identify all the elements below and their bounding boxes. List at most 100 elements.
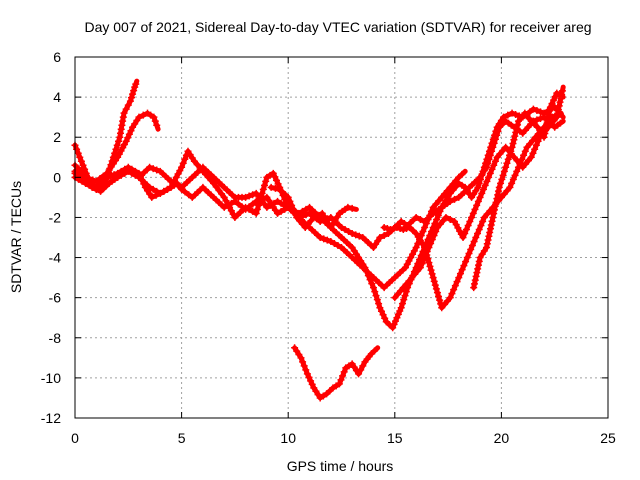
data-point-marker [529, 105, 537, 113]
data-point-marker [509, 175, 517, 183]
data-point-marker [422, 219, 430, 227]
data-point-marker [399, 225, 407, 233]
data-point-marker [541, 129, 549, 137]
data-point-marker [474, 265, 482, 273]
data-point-marker [418, 260, 426, 268]
data-point-marker [397, 304, 405, 312]
data-point-marker [486, 225, 494, 233]
data-point-marker [181, 188, 189, 196]
data-point-marker [490, 210, 498, 218]
data-point-marker [393, 223, 401, 231]
data-point-marker [533, 116, 541, 124]
data-point-marker [330, 240, 338, 248]
data-point-marker [482, 244, 490, 252]
data-point-marker [500, 113, 508, 121]
x-tick-label: 0 [71, 430, 79, 446]
data-point-marker [498, 175, 506, 183]
data-point-marker [440, 200, 448, 208]
data-point-marker [126, 97, 134, 105]
data-point-marker [486, 169, 494, 177]
x-tick-label: 10 [280, 430, 296, 446]
data-point-marker [427, 266, 435, 274]
data-point-marker [546, 103, 554, 111]
data-point-marker [323, 236, 331, 244]
data-point-marker [507, 147, 515, 155]
data-point-marker [359, 362, 367, 370]
data-point-marker [488, 165, 496, 173]
data-point-marker [302, 205, 310, 213]
data-point-marker [372, 292, 380, 300]
data-point-marker [271, 173, 279, 181]
data-point-marker [331, 216, 339, 224]
data-point-marker [355, 232, 363, 240]
data-point-marker [502, 163, 510, 171]
data-point-marker [509, 140, 517, 148]
series-trace-6 [267, 183, 359, 231]
data-point-marker [376, 304, 384, 312]
data-point-marker [122, 137, 130, 145]
data-point-marker [442, 196, 450, 204]
data-point-marker [532, 141, 540, 149]
data-point-marker [487, 143, 495, 151]
x-tick-label: 25 [600, 430, 616, 446]
data-point-marker [474, 197, 482, 205]
data-point-marker [511, 171, 519, 179]
data-point-marker [540, 109, 548, 117]
data-point-marker [412, 229, 420, 237]
data-point-marker [274, 197, 282, 205]
data-point-marker [271, 184, 279, 192]
data-point-marker [470, 280, 478, 288]
data-point-marker [85, 175, 93, 183]
data-point-marker [255, 201, 263, 209]
data-point-marker [345, 227, 353, 235]
data-point-marker [500, 167, 508, 175]
data-point-marker [430, 231, 438, 239]
data-point-marker [462, 225, 470, 233]
data-point-marker [536, 108, 544, 116]
data-point-marker [424, 215, 432, 223]
data-point-marker [550, 96, 558, 104]
data-point-marker [420, 256, 428, 264]
data-point-marker [355, 370, 363, 378]
data-point-marker [493, 195, 501, 203]
data-point-marker [416, 237, 424, 245]
data-point-marker [531, 145, 539, 153]
data-point-marker [478, 171, 486, 179]
data-point-marker [471, 276, 479, 284]
data-point-marker [403, 224, 411, 232]
data-point-marker [369, 284, 377, 292]
data-point-marker [442, 213, 450, 221]
data-point-marker [470, 284, 478, 292]
data-point-marker [135, 113, 143, 121]
data-point-marker [288, 201, 296, 209]
data-point-marker [504, 111, 512, 119]
data-point-marker [499, 171, 507, 179]
data-point-marker [387, 225, 395, 233]
data-point-marker [377, 307, 385, 315]
data-point-marker [314, 211, 322, 219]
data-point-marker [114, 173, 122, 181]
data-point-marker [107, 171, 115, 179]
data-point-marker [533, 106, 541, 114]
data-point-marker [242, 203, 250, 211]
data-point-marker [103, 169, 111, 177]
data-point-marker [438, 203, 446, 211]
x-tick-label: 15 [387, 430, 403, 446]
data-point-marker [471, 205, 479, 213]
data-point-marker [150, 113, 158, 121]
data-point-marker [506, 151, 514, 159]
data-point-marker [245, 205, 253, 213]
data-point-marker [78, 177, 86, 185]
data-point-marker [485, 232, 493, 240]
data-point-marker [298, 207, 306, 215]
data-point-marker [178, 163, 186, 171]
data-point-marker [508, 109, 516, 117]
data-point-marker [425, 244, 433, 252]
data-point-marker [390, 224, 398, 232]
data-point-marker [474, 261, 482, 269]
data-point-marker [181, 155, 189, 163]
data-point-marker [453, 278, 461, 286]
data-point-marker [215, 186, 223, 194]
data-point-marker [467, 246, 475, 254]
